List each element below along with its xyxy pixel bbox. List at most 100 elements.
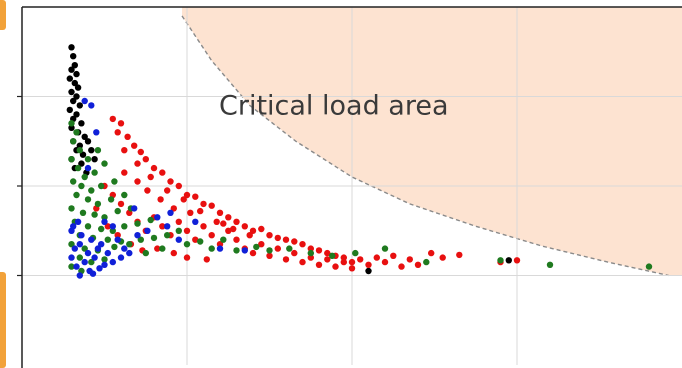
point-red-31	[291, 238, 298, 245]
point-red-77	[307, 254, 314, 261]
point-green-30	[137, 236, 144, 243]
point-red-92	[121, 169, 128, 176]
point-red-12	[167, 178, 174, 185]
point-red-100	[246, 232, 253, 239]
point-red-98	[213, 218, 220, 225]
left-edge-marker-bottom	[0, 272, 6, 368]
point-red-34	[315, 247, 323, 254]
point-green-3	[76, 147, 84, 154]
point-red-16	[192, 193, 199, 200]
point-green-54	[286, 245, 293, 252]
point-red-78	[315, 261, 323, 268]
point-red-82	[348, 265, 356, 272]
point-green-29	[126, 241, 133, 248]
point-red-2	[114, 129, 121, 136]
point-red-68	[233, 236, 240, 243]
point-red-21	[216, 209, 224, 216]
point-green-64	[88, 258, 95, 266]
point-blue-19	[96, 265, 103, 272]
point-red-41	[373, 254, 380, 261]
point-black-12	[66, 106, 74, 114]
point-green-41	[98, 182, 105, 190]
point-red-72	[266, 252, 273, 259]
point-green-63	[76, 254, 84, 261]
point-red-46	[414, 261, 422, 268]
point-red-30	[282, 236, 290, 243]
point-red-39	[357, 256, 364, 263]
point-black-9	[73, 93, 80, 100]
point-black-29	[91, 156, 98, 163]
point-green-68	[159, 245, 166, 252]
point-green-43	[91, 169, 98, 176]
point-blue-15	[91, 254, 98, 261]
point-green-57	[352, 249, 359, 257]
point-green-2	[70, 138, 77, 145]
point-black-26	[78, 160, 85, 167]
point-blue-30	[154, 214, 161, 221]
point-red-18	[200, 200, 207, 208]
point-red-88	[154, 245, 161, 252]
point-green-25	[68, 241, 75, 248]
point-red-29	[274, 234, 281, 242]
point-red-17	[180, 196, 187, 203]
point-black-23	[79, 151, 87, 158]
point-blue-13	[68, 254, 75, 261]
point-red-22	[225, 214, 232, 221]
point-blue-39	[76, 241, 84, 248]
point-red-62	[183, 227, 191, 234]
point-green-12	[94, 200, 102, 208]
point-green-18	[84, 223, 92, 230]
point-red-85	[114, 232, 121, 239]
point-green-49	[208, 245, 215, 252]
point-black-25	[88, 147, 95, 154]
point-blue-6	[78, 232, 85, 239]
point-black-7	[74, 84, 82, 91]
point-black-6	[71, 79, 79, 87]
point-black-3	[68, 66, 75, 73]
point-green-20	[109, 227, 117, 234]
point-green-65	[101, 256, 108, 263]
point-green-36	[147, 216, 154, 224]
point-black-8	[68, 88, 75, 96]
point-black-31	[505, 257, 512, 264]
point-red-49	[456, 251, 463, 259]
series-red	[93, 115, 521, 272]
point-green-48	[197, 238, 204, 245]
point-red-15	[183, 191, 191, 199]
point-green-8	[78, 182, 85, 190]
point-red-23	[233, 218, 240, 225]
point-green-19	[98, 225, 105, 233]
point-green-46	[94, 147, 102, 154]
point-red-11	[147, 173, 154, 181]
point-red-96	[170, 205, 177, 212]
point-green-26	[81, 245, 88, 252]
point-green-60	[497, 257, 504, 264]
point-red-51	[513, 257, 521, 264]
point-green-28	[111, 243, 118, 251]
point-red-89	[170, 249, 177, 257]
point-red-70	[249, 249, 257, 257]
point-green-42	[111, 178, 118, 185]
point-green-14	[79, 209, 87, 216]
point-blue-17	[73, 263, 80, 270]
point-blue-4	[74, 218, 82, 225]
point-black-15	[78, 120, 85, 127]
point-black-30	[365, 267, 372, 275]
point-green-53	[266, 247, 273, 254]
point-red-40	[365, 261, 372, 268]
point-red-99	[230, 225, 237, 233]
point-red-25	[241, 223, 248, 230]
point-green-9	[88, 187, 95, 194]
point-red-10	[159, 169, 166, 176]
point-blue-26	[121, 245, 128, 252]
point-red-65	[208, 232, 215, 239]
series-green	[68, 120, 653, 275]
point-red-91	[203, 256, 210, 263]
point-red-32	[299, 241, 306, 248]
point-red-95	[157, 196, 164, 203]
point-black-5	[66, 75, 74, 82]
point-green-34	[121, 223, 128, 230]
point-black-4	[73, 70, 80, 78]
